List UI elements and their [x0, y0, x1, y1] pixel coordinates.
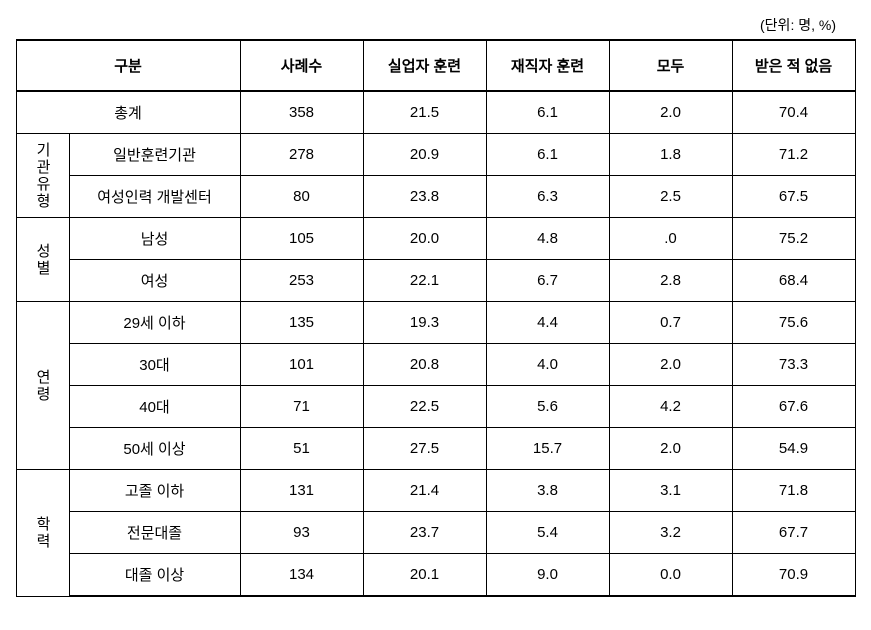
total-row: 총계 358 21.5 6.1 2.0 70.4	[16, 91, 855, 134]
cell: 2.8	[609, 260, 732, 302]
table-row: 50세 이상 51 27.5 15.7 2.0 54.9	[16, 428, 855, 470]
cell: 3.1	[609, 470, 732, 512]
row-label: 남성	[69, 218, 240, 260]
row-label: 여성	[69, 260, 240, 302]
cell: 93	[240, 512, 363, 554]
total-none: 70.4	[732, 91, 855, 134]
cell: 0.7	[609, 302, 732, 344]
group-label: 연령	[16, 302, 69, 470]
cell: 0.0	[609, 554, 732, 597]
cell: 23.7	[363, 512, 486, 554]
cell: 15.7	[486, 428, 609, 470]
cell: 101	[240, 344, 363, 386]
cell: 6.1	[486, 134, 609, 176]
total-both: 2.0	[609, 91, 732, 134]
table-row: 대졸 이상 134 20.1 9.0 0.0 70.9	[16, 554, 855, 597]
cell: 3.8	[486, 470, 609, 512]
cell: 253	[240, 260, 363, 302]
data-table: 구분 사례수 실업자 훈련 재직자 훈련 모두 받은 적 없음 총계 358 2…	[16, 39, 856, 597]
header-category: 구분	[16, 40, 240, 91]
cell: 67.5	[732, 176, 855, 218]
header-unemployed: 실업자 훈련	[363, 40, 486, 91]
table-row: 기관유형 일반훈련기관 278 20.9 6.1 1.8 71.2	[16, 134, 855, 176]
cell: 5.4	[486, 512, 609, 554]
group-label: 기관유형	[16, 134, 69, 218]
cell: 4.4	[486, 302, 609, 344]
table-row: 여성인력 개발센터 80 23.8 6.3 2.5 67.5	[16, 176, 855, 218]
cell: 20.1	[363, 554, 486, 597]
cell: 22.5	[363, 386, 486, 428]
cell: 19.3	[363, 302, 486, 344]
header-employed: 재직자 훈련	[486, 40, 609, 91]
row-label: 30대	[69, 344, 240, 386]
cell: 23.8	[363, 176, 486, 218]
cell: 71	[240, 386, 363, 428]
row-label: 일반훈련기관	[69, 134, 240, 176]
cell: 71.8	[732, 470, 855, 512]
table-row: 여성 253 22.1 6.7 2.8 68.4	[16, 260, 855, 302]
total-cases: 358	[240, 91, 363, 134]
table-row: 성별 남성 105 20.0 4.8 .0 75.2	[16, 218, 855, 260]
table-row: 전문대졸 93 23.7 5.4 3.2 67.7	[16, 512, 855, 554]
cell: 22.1	[363, 260, 486, 302]
row-label: 50세 이상	[69, 428, 240, 470]
cell: 6.3	[486, 176, 609, 218]
group-label: 성별	[16, 218, 69, 302]
table-row: 학력 고졸 이하 131 21.4 3.8 3.1 71.8	[16, 470, 855, 512]
cell: 70.9	[732, 554, 855, 597]
cell: 2.5	[609, 176, 732, 218]
cell: 9.0	[486, 554, 609, 597]
cell: 27.5	[363, 428, 486, 470]
group-label: 학력	[16, 470, 69, 597]
cell: 4.0	[486, 344, 609, 386]
cell: 21.4	[363, 470, 486, 512]
cell: 20.0	[363, 218, 486, 260]
row-label: 40대	[69, 386, 240, 428]
header-both: 모두	[609, 40, 732, 91]
cell: 2.0	[609, 428, 732, 470]
total-employed: 6.1	[486, 91, 609, 134]
cell: 67.6	[732, 386, 855, 428]
cell: 278	[240, 134, 363, 176]
total-unemployed: 21.5	[363, 91, 486, 134]
total-label: 총계	[16, 91, 240, 134]
cell: 3.2	[609, 512, 732, 554]
cell: 73.3	[732, 344, 855, 386]
unit-label: (단위: 명, %)	[15, 15, 856, 35]
table-row: 40대 71 22.5 5.6 4.2 67.6	[16, 386, 855, 428]
cell: 134	[240, 554, 363, 597]
cell: 2.0	[609, 344, 732, 386]
table-body: 총계 358 21.5 6.1 2.0 70.4 기관유형 일반훈련기관 278…	[16, 91, 855, 596]
cell: 71.2	[732, 134, 855, 176]
header-none: 받은 적 없음	[732, 40, 855, 91]
cell: 105	[240, 218, 363, 260]
cell: 67.7	[732, 512, 855, 554]
cell: 6.7	[486, 260, 609, 302]
header-row: 구분 사례수 실업자 훈련 재직자 훈련 모두 받은 적 없음	[16, 40, 855, 91]
table-row: 연령 29세 이하 135 19.3 4.4 0.7 75.6	[16, 302, 855, 344]
cell: 4.8	[486, 218, 609, 260]
cell: 75.2	[732, 218, 855, 260]
cell: 20.9	[363, 134, 486, 176]
cell: 68.4	[732, 260, 855, 302]
cell: 135	[240, 302, 363, 344]
row-label: 대졸 이상	[69, 554, 240, 597]
table-row: 30대 101 20.8 4.0 2.0 73.3	[16, 344, 855, 386]
row-label: 29세 이하	[69, 302, 240, 344]
cell: 4.2	[609, 386, 732, 428]
cell: 1.8	[609, 134, 732, 176]
row-label: 전문대졸	[69, 512, 240, 554]
row-label: 여성인력 개발센터	[69, 176, 240, 218]
cell: .0	[609, 218, 732, 260]
header-cases: 사례수	[240, 40, 363, 91]
cell: 54.9	[732, 428, 855, 470]
cell: 75.6	[732, 302, 855, 344]
cell: 5.6	[486, 386, 609, 428]
cell: 51	[240, 428, 363, 470]
cell: 80	[240, 176, 363, 218]
cell: 131	[240, 470, 363, 512]
cell: 20.8	[363, 344, 486, 386]
row-label: 고졸 이하	[69, 470, 240, 512]
